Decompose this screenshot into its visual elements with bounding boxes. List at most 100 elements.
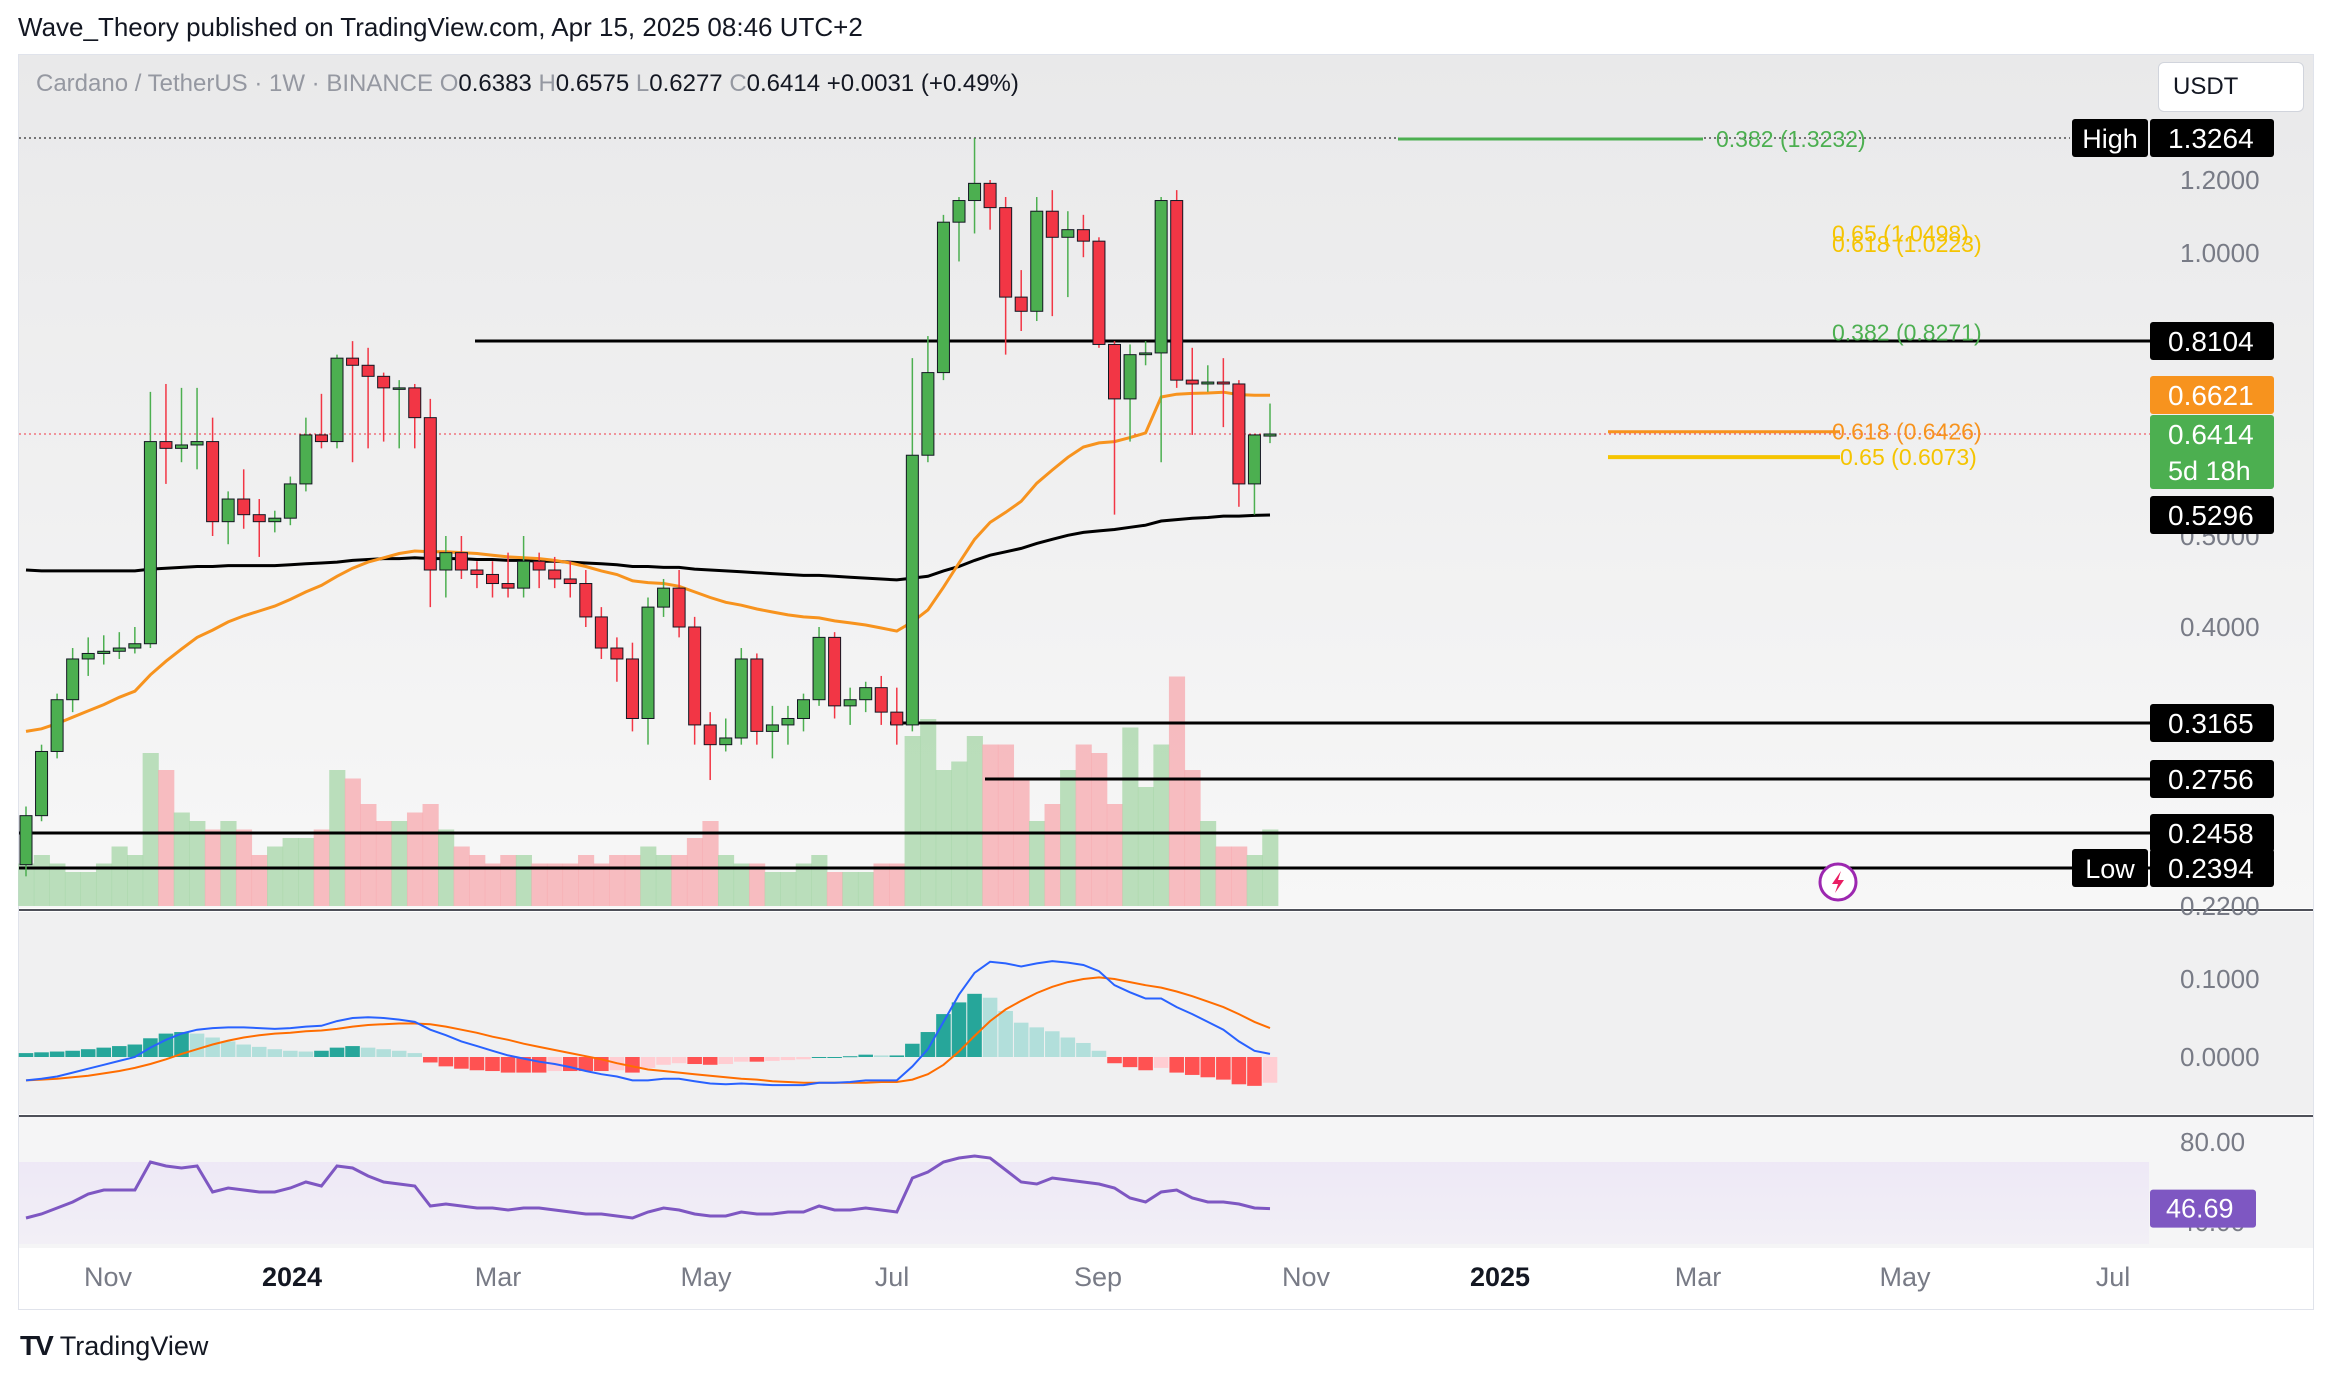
support-resistance-lines xyxy=(19,137,2150,870)
volume-bar xyxy=(111,846,128,906)
macd-histogram-bar xyxy=(982,997,998,1057)
candle xyxy=(734,648,748,745)
candle-body xyxy=(35,750,49,817)
volume-bar xyxy=(1231,846,1248,906)
candle xyxy=(81,637,95,676)
volume-bar xyxy=(562,863,579,906)
candle xyxy=(128,627,142,654)
volume-bar xyxy=(251,855,268,906)
candle xyxy=(859,681,873,713)
moving-averages xyxy=(25,390,1271,733)
macd-histogram-bar xyxy=(625,1057,640,1073)
candle-body xyxy=(159,441,173,449)
candle-body xyxy=(859,687,873,701)
macd-histogram-bar xyxy=(967,993,982,1057)
candle-body xyxy=(1139,352,1153,356)
macd-axis-tick: 0.1000 xyxy=(2180,964,2260,994)
low-label: L xyxy=(635,70,650,97)
candle-body xyxy=(579,583,593,618)
price-label-value: 0.6621 xyxy=(2168,380,2254,411)
candle-body xyxy=(812,636,826,701)
candle xyxy=(66,648,80,713)
volume-bar xyxy=(702,821,719,906)
price-label-tag xyxy=(2072,119,2148,157)
price-label-badge xyxy=(2150,704,2274,742)
tradingview-brand[interactable]: TV TradingView xyxy=(20,1330,208,1362)
candle xyxy=(874,675,888,725)
macd-histogram-bar xyxy=(251,1046,267,1057)
macd-histogram-bar xyxy=(1013,1022,1029,1057)
candle-body xyxy=(952,200,966,223)
volume-bar xyxy=(671,855,688,906)
volume-bar xyxy=(1215,846,1232,906)
macd-histogram-bar xyxy=(687,1057,702,1065)
macd-histogram-bar xyxy=(174,1032,189,1057)
candle-body xyxy=(688,626,702,726)
price-label-value: 0.3165 xyxy=(2168,708,2254,739)
macd-histogram-bar xyxy=(1045,1031,1060,1057)
candle xyxy=(112,632,126,659)
candle xyxy=(563,561,577,598)
macd-histogram-bar xyxy=(1138,1057,1153,1071)
fib-label: 0.65 (0.6073) xyxy=(1840,444,1977,470)
currency-selector[interactable]: USDT xyxy=(2158,62,2304,112)
macd-histogram-bar xyxy=(936,1014,951,1057)
price-label-badge xyxy=(2150,376,2274,414)
macd-histogram-bar xyxy=(749,1057,765,1062)
y-axis-tick: 1.2000 xyxy=(2180,165,2260,195)
macd-histogram-bar xyxy=(407,1053,423,1057)
candle xyxy=(470,561,484,589)
candle xyxy=(750,653,764,745)
macd-histogram-bar xyxy=(49,1051,65,1057)
macd-histogram-bar xyxy=(780,1057,796,1061)
candle-body xyxy=(346,357,360,366)
volume-bar xyxy=(780,872,797,906)
volume-bar xyxy=(515,855,532,906)
volume-bar xyxy=(95,863,113,906)
x-axis-tick: May xyxy=(1879,1262,1931,1292)
volume-bar xyxy=(282,838,299,906)
candle xyxy=(314,393,328,449)
candle-body xyxy=(1185,379,1199,385)
price-label-badge xyxy=(2150,760,2274,798)
fib-label: 0.65 (1.0498) xyxy=(1832,221,1969,247)
candle-body xyxy=(330,357,344,443)
macd-histogram-bar xyxy=(345,1046,360,1057)
volume-bar xyxy=(142,753,159,906)
macd-histogram-bar xyxy=(1169,1057,1184,1073)
candle-body xyxy=(828,636,842,707)
candle xyxy=(936,214,950,381)
open-value: 0.6383 xyxy=(458,70,532,97)
candle xyxy=(19,806,33,877)
candle xyxy=(237,469,251,529)
candle-body xyxy=(1045,210,1059,238)
macd-histogram-bar xyxy=(423,1057,438,1063)
macd-histogram-bar xyxy=(485,1057,500,1072)
candle-body xyxy=(999,207,1013,298)
macd-histogram-bar xyxy=(1200,1057,1216,1078)
candle-body xyxy=(1076,229,1090,242)
candle xyxy=(781,705,795,745)
volume-bar xyxy=(1106,804,1123,906)
price-label-value: 0.2458 xyxy=(2168,818,2254,849)
lightning-icon[interactable] xyxy=(1818,862,1858,902)
candle xyxy=(1092,237,1106,348)
volume-bar xyxy=(546,863,564,906)
candle-body xyxy=(532,560,546,571)
macd-histogram-bar xyxy=(158,1033,174,1057)
macd-histogram-bar xyxy=(1262,1057,1278,1083)
macd-histogram-bar xyxy=(236,1044,251,1057)
symbol-name[interactable]: Cardano / TetherUS · 1W · BINANCE xyxy=(36,70,434,97)
candle-body xyxy=(1232,383,1246,485)
candle-body xyxy=(968,182,982,202)
volume-bar xyxy=(33,855,50,906)
candle-body xyxy=(843,699,857,707)
macd-histogram-bar xyxy=(127,1044,143,1057)
candle-body xyxy=(392,387,406,390)
volume-bar xyxy=(842,872,859,906)
candle-body xyxy=(454,552,468,571)
volume-bar xyxy=(1028,821,1046,906)
candle xyxy=(672,570,686,638)
candle xyxy=(1263,403,1277,444)
